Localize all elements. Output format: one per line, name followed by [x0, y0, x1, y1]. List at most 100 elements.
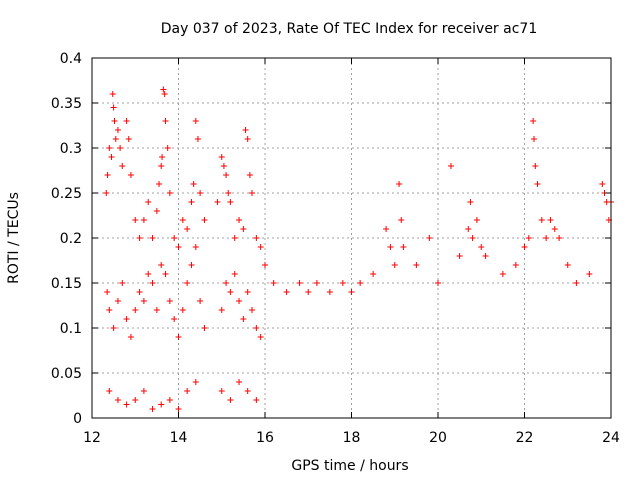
data-point: [127, 172, 134, 178]
data-point: [538, 217, 545, 223]
data-point: [149, 235, 156, 241]
x-tick-label: 14: [170, 430, 188, 446]
data-point: [253, 325, 260, 331]
data-point: [231, 235, 238, 241]
data-point: [111, 118, 118, 124]
data-point: [512, 262, 519, 268]
data-point: [218, 154, 225, 160]
data-point: [435, 280, 441, 286]
data-point: [249, 307, 256, 313]
data-point: [242, 127, 249, 133]
x-tick-label: 22: [516, 430, 534, 446]
data-point: [253, 397, 260, 403]
data-point: [391, 262, 398, 268]
data-point: [244, 136, 251, 142]
data-point: [149, 406, 156, 412]
data-point: [145, 271, 152, 277]
data-point: [262, 262, 268, 268]
data-point: [162, 271, 169, 277]
data-point: [244, 289, 251, 295]
data-point: [370, 271, 377, 277]
x-tick-label: 16: [256, 430, 274, 446]
y-tick-label: 0.35: [51, 96, 82, 112]
data-point: [534, 181, 541, 187]
data-point: [305, 289, 312, 295]
data-point: [164, 145, 171, 151]
data-point: [156, 181, 163, 187]
data-point: [125, 136, 132, 142]
data-point: [521, 244, 528, 250]
data-point: [573, 280, 580, 286]
data-point: [530, 118, 537, 124]
data-point: [396, 181, 403, 187]
data-point: [586, 271, 593, 277]
data-point: [166, 298, 173, 304]
data-point: [179, 307, 186, 313]
data-point: [531, 136, 538, 142]
data-point: [103, 190, 110, 196]
data-point: [112, 136, 119, 142]
data-point: [253, 235, 260, 241]
data-point: [194, 136, 201, 142]
x-tick-label: 24: [602, 430, 620, 446]
data-point: [149, 280, 156, 286]
data-point: [387, 244, 394, 250]
data-point: [192, 244, 199, 250]
data-point: [158, 401, 165, 408]
data-point: [218, 388, 225, 394]
data-point: [525, 235, 532, 241]
data-point: [246, 172, 253, 178]
data-point: [467, 199, 474, 205]
data-point: [398, 217, 405, 223]
data-point: [270, 280, 277, 286]
data-point: [348, 289, 355, 295]
data-point: [188, 199, 195, 205]
data-point: [223, 172, 230, 178]
data-point: [357, 280, 364, 286]
data-point: [158, 163, 165, 169]
data-point: [123, 118, 130, 124]
data-point: [114, 127, 121, 133]
x-tick-label: 18: [343, 430, 361, 446]
data-point: [447, 163, 454, 169]
y-tick-label: 0.4: [60, 51, 82, 67]
data-point: [236, 298, 243, 304]
data-point: [136, 289, 143, 295]
data-point: [465, 226, 472, 232]
data-point: [201, 325, 208, 331]
data-point: [175, 406, 182, 412]
data-point: [158, 262, 165, 268]
data-point: [413, 262, 420, 268]
data-point: [145, 199, 152, 205]
data-point: [214, 199, 221, 205]
data-point: [108, 154, 115, 160]
data-point: [225, 190, 232, 196]
data-point: [482, 253, 489, 259]
y-tick-label: 0.1: [60, 321, 82, 337]
data-point: [114, 298, 121, 304]
data-point: [184, 280, 191, 286]
data-point: [469, 235, 476, 241]
y-tick-label: 0.05: [51, 366, 82, 382]
data-point: [104, 289, 111, 295]
data-point: [136, 235, 143, 241]
data-point: [197, 298, 204, 304]
data-point: [166, 190, 173, 196]
data-point: [153, 208, 160, 214]
data-point: [218, 307, 225, 313]
data-point: [159, 154, 166, 160]
y-tick-label: 0.25: [51, 186, 82, 202]
data-point: [140, 217, 147, 223]
data-point: [192, 118, 199, 124]
data-point: [104, 172, 111, 178]
data-point: [326, 289, 333, 295]
data-point: [110, 325, 117, 331]
y-tick-label: 0.15: [51, 276, 82, 292]
data-point: [227, 289, 234, 295]
data-point: [227, 397, 234, 403]
data-point: [532, 163, 539, 169]
x-tick-label: 12: [83, 430, 101, 446]
data-point: [179, 217, 186, 223]
data-point: [127, 334, 134, 340]
